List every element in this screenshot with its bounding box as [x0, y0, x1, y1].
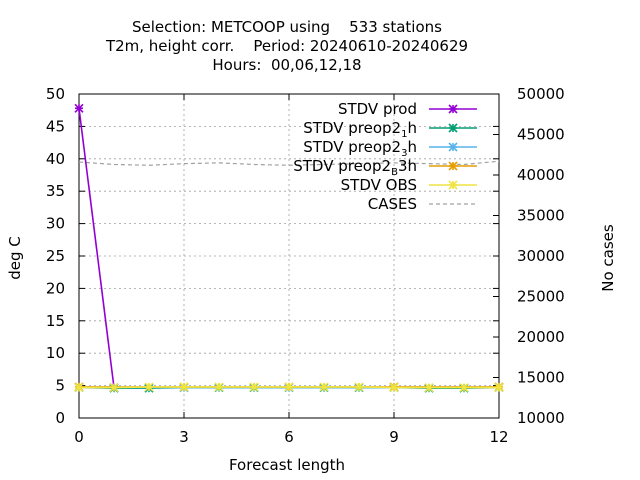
y2-tick-label: 30000	[517, 247, 565, 265]
x-tick-label: 0	[74, 428, 84, 446]
legend-label-part: STDV prod	[338, 100, 417, 118]
series-line	[78, 160, 500, 166]
y2-tick-label: 45000	[517, 126, 565, 144]
legend-label: STDV prod	[338, 100, 417, 118]
y-tick-label: 30	[46, 215, 65, 233]
legend-label-subscript: 1	[401, 129, 407, 140]
chart-title-line: Hours: 00,06,12,18	[212, 56, 361, 74]
data-point	[448, 123, 458, 133]
data-point	[214, 382, 224, 392]
data-point	[74, 103, 84, 113]
x-tick-label: 9	[389, 428, 399, 446]
y2-axis-label: No cases	[599, 224, 617, 292]
y-tick-label: 20	[46, 279, 65, 297]
legend-label-part: STDV preop2	[303, 138, 401, 156]
data-point	[459, 382, 469, 393]
legend-label-part: 3h	[398, 157, 417, 175]
y2-tick-label: 25000	[517, 288, 565, 306]
legend-label-part: CASES	[368, 195, 417, 213]
legend-entry: STDV preop2B3h	[293, 157, 477, 178]
legend-label-part: STDV OBS	[341, 176, 417, 194]
legend-label: CASES	[368, 195, 417, 213]
y2-tick-label: 35000	[517, 207, 565, 225]
data-point	[74, 382, 84, 393]
y2-tick-label: 40000	[517, 166, 565, 184]
legend-entry: STDV preop21h	[303, 119, 477, 140]
legend-entry: STDV prod	[338, 100, 477, 118]
x-tick-label: 6	[284, 428, 294, 446]
x-axis-ticks: 0 3 6 9 12	[74, 94, 509, 446]
series-stdv-prod	[74, 103, 119, 393]
y2-axis-ticks: 10000 15000 20000 25000 30000 35000 40000 45000…	[493, 85, 565, 427]
y-tick-label: 45	[46, 117, 65, 135]
series-stdv-obs	[74, 382, 504, 393]
data-point	[448, 142, 458, 152]
y-tick-label: 25	[46, 247, 65, 265]
x-tick-label: 3	[179, 428, 189, 446]
legend-label: STDV OBS	[341, 176, 417, 194]
series-line	[78, 108, 115, 388]
legend-entry: STDV OBS	[341, 176, 477, 194]
legend-label-subscript: 3	[401, 148, 407, 159]
data-point	[109, 382, 119, 393]
data-point	[448, 161, 458, 171]
legend-label: STDV preop2B3h	[293, 157, 417, 178]
data-point	[424, 382, 434, 393]
y2-tick-label: 10000	[517, 409, 565, 427]
data-point	[284, 382, 294, 392]
x-tick-label: 12	[489, 428, 508, 446]
data-point	[249, 382, 259, 392]
legend-label-part: STDV preop2	[293, 157, 391, 175]
data-point	[448, 104, 458, 114]
legend-label-part: h	[407, 138, 417, 156]
series-cases	[78, 160, 500, 166]
y2-tick-label: 15000	[517, 369, 565, 387]
y-tick-label: 35	[46, 182, 65, 200]
y-axis-label: deg C	[6, 236, 24, 280]
data-point	[354, 382, 364, 392]
legend-label-part: h	[407, 119, 417, 137]
grid	[79, 94, 499, 418]
y-tick-label: 40	[46, 150, 65, 168]
data-point	[179, 382, 189, 392]
chart-title: Selection: METCOOP using 533 stationsT2m…	[105, 18, 468, 74]
data-point	[319, 382, 329, 392]
y-tick-label: 50	[46, 85, 65, 103]
data-point	[448, 180, 458, 190]
y-axis-ticks: 0 5 10 15 20 25 30 35 40 45 50	[46, 85, 499, 427]
y2-tick-label: 20000	[517, 328, 565, 346]
legend-label-subscript: B	[391, 167, 398, 178]
y-tick-label: 10	[46, 344, 65, 362]
legend-label-part: STDV preop2	[303, 119, 401, 137]
y-tick-label: 5	[55, 377, 65, 395]
data-point	[389, 382, 399, 393]
legend-entry: STDV preop23h	[303, 138, 477, 159]
y2-tick-label: 50000	[517, 85, 565, 103]
legend-entry: CASES	[368, 195, 477, 213]
y-tick-label: 15	[46, 312, 65, 330]
y-tick-label: 0	[55, 409, 65, 427]
legend-label: STDV preop23h	[303, 138, 417, 159]
x-axis-label: Forecast length	[229, 456, 345, 474]
legend-label: STDV preop21h	[303, 119, 417, 140]
series-lines	[74, 103, 504, 393]
data-point	[144, 382, 154, 392]
chart-title-line: Selection: METCOOP using 533 stations	[132, 18, 442, 36]
chart-title-line: T2m, height corr. Period: 20240610-20240…	[105, 37, 468, 55]
data-point	[494, 382, 504, 393]
